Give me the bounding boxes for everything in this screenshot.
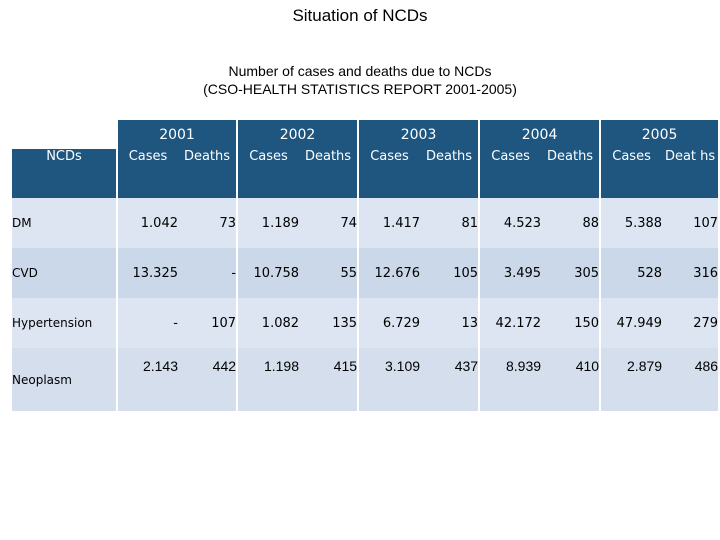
table-cell: 105 [420,248,481,298]
table-cell: 8.939 [506,358,542,374]
sub-header-cases: Cases [238,149,300,198]
year-header: 2001 [118,120,239,149]
table-cell: 437 [420,348,481,411]
page-title: Situation of NCDs [292,6,428,25]
table-cell: 5.388 [624,215,663,231]
table-cell: 1.082 [261,315,300,331]
sub-header-deaths: Deat hs [662,149,719,198]
table-cell: 55 [299,248,360,298]
table-cell: 1.417 [382,215,421,231]
table-row: Hypertension - 107 1.082 135 6.729 13 42… [12,298,719,348]
row-label: Hypertension [12,298,118,348]
table-subtitle: Number of cases and deaths due to NCDs (… [0,62,720,98]
sub-header-cases: Cases [480,149,542,198]
table-row: Neoplasm 2.143 442 1.198 415 3.109 437 8… [12,348,719,411]
sub-header-deaths: Deaths [420,149,481,198]
ncd-table: 2001 2002 2003 2004 2005 NCDs Cases Deat… [12,120,719,411]
row-label: CVD [12,248,118,298]
table-cell: 3.109 [384,358,421,374]
table-cell: 13.325 [132,265,179,281]
header-corner [12,120,118,149]
table-cell: 13 [420,298,481,348]
table-cell: 1.198 [263,358,300,374]
table-cell: 74 [299,198,360,248]
table-cell: 410 [541,348,602,411]
table-cell: 6.729 [382,315,421,331]
year-header: 2004 [480,120,602,149]
table-cell: 150 [541,298,602,348]
table-cell: 4.523 [503,215,542,231]
table-cell: 47.949 [616,315,663,331]
sub-header-deaths: Deaths [299,149,360,198]
table-cell: 305 [541,248,602,298]
table-row: DM 1.042 73 1.189 74 1.417 81 4.523 88 5… [12,198,719,248]
table-cell: 10.758 [253,265,300,281]
table-cell: 2.879 [627,358,663,374]
sub-header-cases: Cases [359,149,421,198]
table-cell: 316 [693,265,719,281]
table-cell: 107 [178,298,239,348]
sub-header-deaths: Deaths [178,149,239,198]
table-cell: 42.172 [495,315,542,331]
table-cell: 415 [299,348,360,411]
table-cell: - [173,315,178,331]
table-cell: 2.143 [142,358,178,374]
ncds-column-header: NCDs [12,149,118,198]
table-cell: 135 [299,298,360,348]
table-cell: 73 [178,198,239,248]
subtitle-line-2: (CSO-HEALTH STATISTICS REPORT 2001-2005) [203,81,517,97]
sub-header-cases: Cases [118,149,178,198]
table-cell: 486 [694,358,719,374]
table-row: CVD 13.325 - 10.758 55 12.676 105 3.495 … [12,248,719,298]
table-cell: 528 [637,265,663,281]
row-label: DM [12,198,118,248]
table-cell: 442 [178,348,239,411]
year-header: 2002 [238,120,360,149]
table-cell: - [178,248,239,298]
table-cell: 3.495 [503,265,542,281]
table-cell: 81 [420,198,481,248]
table-cell: 107 [693,215,719,231]
table-cell: 279 [693,315,719,331]
sub-header-deaths: Deaths [541,149,602,198]
sub-header-cases: Cases [601,149,663,198]
row-label: Neoplasm [12,348,118,411]
table-cell: 88 [541,198,602,248]
table-cell: 1.189 [261,215,300,231]
year-header: 2003 [359,120,481,149]
table-cell: 12.676 [374,265,421,281]
year-header: 2005 [601,120,719,149]
table-cell: 1.042 [140,215,178,231]
subtitle-line-1: Number of cases and deaths due to NCDs [228,63,492,79]
